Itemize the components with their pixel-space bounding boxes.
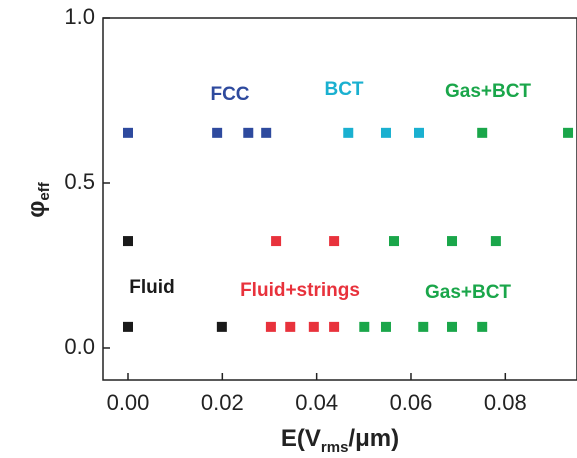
x-label-main: E(V (281, 425, 321, 452)
y-label-main: φ (23, 201, 50, 218)
series-label: Gas+BCT (425, 282, 511, 303)
point (447, 236, 458, 247)
point (359, 321, 370, 332)
point (308, 321, 319, 332)
point (563, 127, 574, 138)
point (418, 321, 429, 332)
point (414, 127, 424, 138)
x-label-sub: rms (321, 439, 349, 456)
point (380, 321, 391, 332)
point (216, 321, 227, 332)
point (389, 236, 400, 247)
y-label-sub: eff (36, 181, 53, 200)
point (490, 236, 501, 247)
series-label: Gas+BCT (445, 81, 531, 102)
point (261, 127, 272, 138)
point (271, 236, 282, 247)
point (329, 321, 340, 332)
point (343, 127, 354, 138)
series-label: Fluid (129, 277, 174, 298)
y-tick-label: 1.0 (64, 4, 95, 29)
x-label-tail: /μm) (348, 425, 399, 452)
y-tick-label: 0.5 (64, 169, 95, 194)
point (122, 127, 133, 138)
point (265, 321, 276, 332)
point (285, 321, 296, 332)
point (380, 127, 391, 138)
y-tick-label: 0.0 (64, 334, 95, 359)
point (447, 321, 458, 332)
point (329, 236, 340, 247)
x-tick-label: 0.02 (201, 390, 244, 415)
series-label: Fluid+strings (240, 280, 360, 301)
series-label: FCC (210, 84, 249, 105)
point (122, 236, 133, 247)
x-axis-label: E(Vrms/μm) (281, 425, 399, 456)
x-tick-label: 0.00 (107, 390, 150, 415)
series-label: BCT (324, 79, 363, 100)
x-tick-label: 0.04 (295, 390, 338, 415)
point (212, 127, 223, 138)
point (477, 127, 488, 138)
x-tick-label: 0.06 (390, 390, 433, 415)
point (122, 321, 133, 332)
plot-frame (102, 17, 577, 381)
point (477, 321, 488, 332)
y-axis-label: φeff (23, 181, 53, 218)
x-tick-label: 0.08 (484, 390, 527, 415)
point (243, 127, 254, 138)
